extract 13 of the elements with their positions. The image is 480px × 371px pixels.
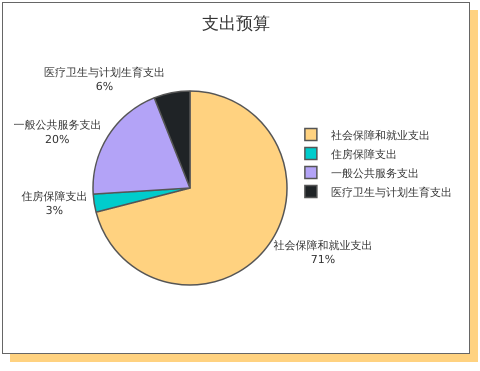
data-label: 20% [45, 132, 70, 146]
slice-label: 一般公共服务支出 [13, 118, 102, 132]
data-label: 71% [310, 253, 336, 266]
slice-label: 住房保障支出 [21, 190, 88, 203]
legend-label: 医疗卫生与计划生育支出 [330, 186, 452, 199]
chart-title: 支出预算 [202, 14, 270, 34]
legend-label: 一般公共服务支出 [330, 166, 419, 180]
legend-label: 社会保障和就业支出 [330, 128, 430, 142]
data-label: 3% [46, 204, 64, 218]
legend-label: 住房保障支出 [330, 148, 397, 161]
slice-label: 社会保障和就业支出 [273, 238, 372, 252]
data-label: 6% [96, 80, 114, 94]
slice-label: 医疗卫生与计划生育支出 [44, 66, 165, 79]
